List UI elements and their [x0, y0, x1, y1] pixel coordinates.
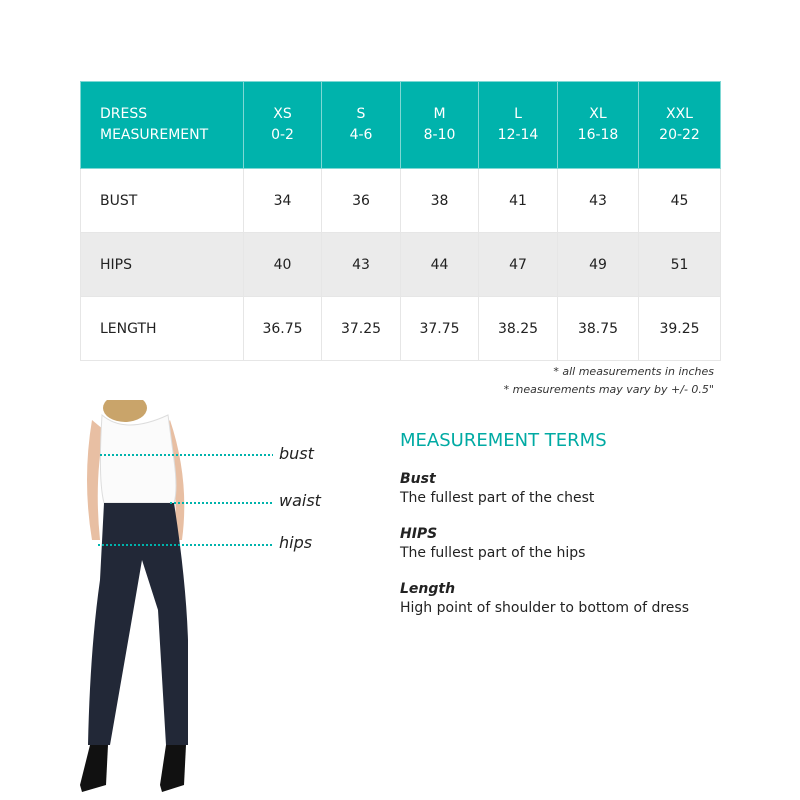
left-arm — [87, 420, 104, 540]
size: XXL — [666, 106, 693, 122]
term-desc: The fullest part of the hips — [400, 545, 586, 561]
left-shoe — [80, 745, 108, 792]
notes: * all measurements in inches * measureme… — [504, 363, 714, 399]
header-line: MEASUREMENT — [100, 127, 209, 143]
cell: 34 — [243, 168, 322, 233]
term-hips: HIPS The fullest part of the hips — [400, 526, 689, 561]
term-name: HIPS — [400, 526, 438, 542]
range: 4-6 — [349, 127, 373, 143]
table-row-hips: HIPS 40 43 44 47 49 51 — [80, 232, 721, 297]
header-line: DRESS — [100, 106, 148, 122]
cell: 37.75 — [400, 296, 479, 361]
size: XL — [589, 106, 607, 122]
table-header-row: DRESS MEASUREMENT XS 0-2 S 4-6 M 8-10 L 12-14… — [80, 81, 721, 169]
size: S — [356, 106, 366, 122]
table-row-length: LENGTH 36.75 37.25 37.75 38.25 38.75 39.… — [80, 296, 721, 361]
cell: 47 — [478, 232, 558, 297]
header-size-l: L 12-14 — [478, 81, 558, 169]
term-desc: High point of shoulder to bottom of dres… — [400, 600, 689, 616]
measurement-terms: MEASUREMENT TERMS Bust The fullest part o… — [400, 430, 689, 636]
cell: 40 — [243, 232, 322, 297]
cell: 37.25 — [321, 296, 401, 361]
hips-label: hips — [279, 533, 313, 552]
range: 0-2 — [271, 127, 294, 143]
row-label: BUST — [80, 168, 244, 233]
header-size-xl: XL 16-18 — [557, 81, 639, 169]
cell: 38.75 — [557, 296, 639, 361]
term-bust: Bust The fullest part of the chest — [400, 471, 689, 506]
cell: 44 — [400, 232, 479, 297]
cell: 49 — [557, 232, 639, 297]
terms-title: MEASUREMENT TERMS — [400, 430, 607, 451]
size: M — [433, 106, 446, 122]
tank-top — [99, 413, 177, 504]
note: * all measurements in inches — [553, 365, 714, 378]
range: 8-10 — [423, 127, 456, 143]
term-name: Bust — [400, 471, 436, 487]
pants — [88, 503, 188, 745]
term-length: Length High point of shoulder to bottom o… — [400, 581, 689, 616]
table-row-bust: BUST 34 36 38 41 43 45 — [80, 168, 721, 233]
cell: 43 — [557, 168, 639, 233]
header-label: DRESS MEASUREMENT — [80, 81, 244, 169]
size: L — [514, 106, 522, 122]
size-chart-table: DRESS MEASUREMENT XS 0-2 S 4-6 M 8-10 L 12-14… — [80, 81, 721, 361]
cell: 51 — [638, 232, 721, 297]
cell: 41 — [478, 168, 558, 233]
cell: 38.25 — [478, 296, 558, 361]
hair — [103, 400, 147, 422]
cell: 43 — [321, 232, 401, 297]
cell: 45 — [638, 168, 721, 233]
right-shoe — [160, 745, 186, 792]
header-size-xxl: XXL 20-22 — [638, 81, 721, 169]
note: * measurements may vary by +/- 0.5" — [503, 383, 714, 396]
range: 16-18 — [577, 127, 619, 143]
size: XS — [273, 106, 292, 122]
cell: 36 — [321, 168, 401, 233]
model-figure — [80, 400, 273, 792]
cell: 39.25 — [638, 296, 721, 361]
bust-label: bust — [279, 444, 314, 463]
cell: 36.75 — [243, 296, 322, 361]
right-arm — [164, 420, 185, 540]
range: 20-22 — [659, 127, 700, 143]
header-size-m: M 8-10 — [400, 81, 479, 169]
cell: 38 — [400, 168, 479, 233]
term-name: Length — [400, 581, 456, 597]
term-desc: The fullest part of the chest — [400, 490, 595, 506]
row-label: LENGTH — [80, 296, 244, 361]
header-size-s: S 4-6 — [321, 81, 401, 169]
waist-label: waist — [279, 491, 321, 510]
header-size-xs: XS 0-2 — [243, 81, 322, 169]
row-label: HIPS — [80, 232, 244, 297]
range: 12-14 — [497, 127, 539, 143]
